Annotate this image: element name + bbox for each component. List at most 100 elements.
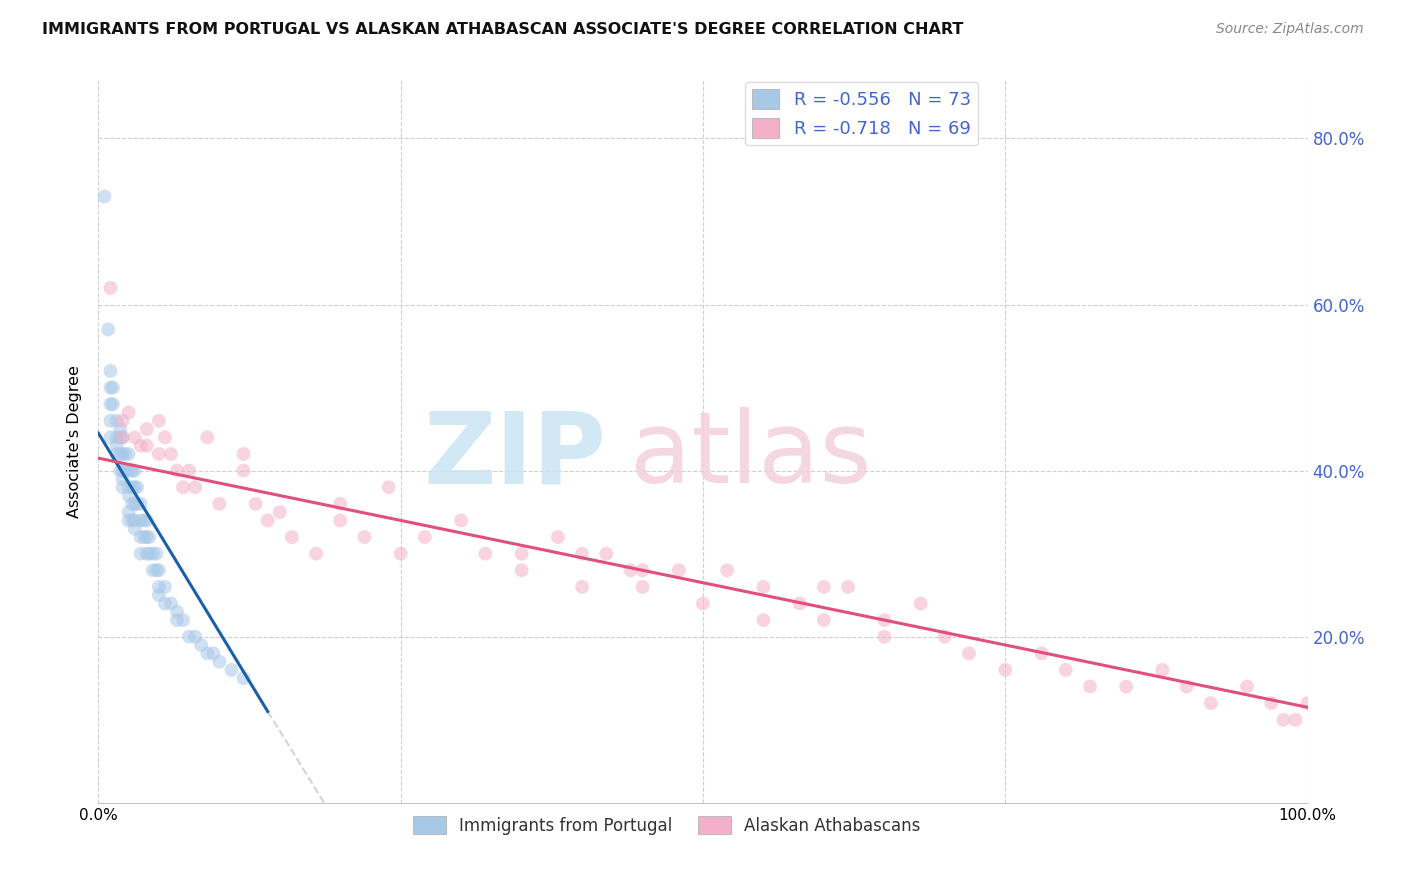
Point bbox=[160, 447, 183, 461]
Point bbox=[305, 547, 328, 561]
Point bbox=[195, 430, 218, 444]
Point bbox=[105, 447, 128, 461]
Point bbox=[752, 613, 775, 627]
Point bbox=[353, 530, 375, 544]
Point bbox=[129, 547, 152, 561]
Point bbox=[547, 530, 569, 544]
Point bbox=[716, 563, 738, 577]
Point bbox=[118, 464, 141, 478]
Point bbox=[413, 530, 436, 544]
Point bbox=[142, 547, 165, 561]
Point bbox=[1031, 646, 1053, 660]
Text: IMMIGRANTS FROM PORTUGAL VS ALASKAN ATHABASCAN ASSOCIATE'S DEGREE CORRELATION CH: IMMIGRANTS FROM PORTUGAL VS ALASKAN ATHA… bbox=[42, 22, 963, 37]
Y-axis label: Associate's Degree: Associate's Degree bbox=[67, 365, 83, 518]
Point bbox=[134, 513, 156, 527]
Point bbox=[138, 530, 160, 544]
Point bbox=[108, 447, 131, 461]
Point bbox=[129, 513, 152, 527]
Point bbox=[145, 547, 167, 561]
Point bbox=[934, 630, 956, 644]
Point bbox=[121, 464, 143, 478]
Point bbox=[148, 580, 170, 594]
Point bbox=[256, 513, 278, 527]
Point bbox=[118, 505, 141, 519]
Point bbox=[118, 405, 141, 419]
Point bbox=[111, 472, 134, 486]
Point bbox=[195, 646, 218, 660]
Point bbox=[111, 430, 134, 444]
Point bbox=[510, 563, 533, 577]
Point bbox=[100, 414, 122, 428]
Text: atlas: atlas bbox=[630, 408, 872, 505]
Point bbox=[1175, 680, 1198, 694]
Point bbox=[873, 630, 896, 644]
Point bbox=[752, 580, 775, 594]
Point bbox=[100, 397, 122, 411]
Point bbox=[873, 613, 896, 627]
Point bbox=[134, 530, 156, 544]
Point bbox=[121, 513, 143, 527]
Point bbox=[179, 630, 201, 644]
Point bbox=[138, 547, 160, 561]
Point bbox=[118, 447, 141, 461]
Point bbox=[994, 663, 1017, 677]
Point bbox=[101, 397, 124, 411]
Point bbox=[114, 447, 136, 461]
Point bbox=[101, 380, 124, 394]
Point bbox=[124, 480, 146, 494]
Point bbox=[135, 422, 157, 436]
Point bbox=[179, 464, 201, 478]
Point bbox=[108, 464, 131, 478]
Point bbox=[631, 563, 654, 577]
Point bbox=[111, 480, 134, 494]
Point bbox=[184, 480, 207, 494]
Point bbox=[1284, 713, 1306, 727]
Point bbox=[97, 322, 120, 336]
Point bbox=[208, 497, 231, 511]
Point bbox=[789, 597, 811, 611]
Point bbox=[148, 588, 170, 602]
Point bbox=[148, 414, 170, 428]
Point bbox=[142, 563, 165, 577]
Point bbox=[100, 430, 122, 444]
Point bbox=[571, 547, 593, 561]
Point bbox=[124, 464, 146, 478]
Point bbox=[813, 580, 835, 594]
Point bbox=[153, 597, 176, 611]
Point bbox=[145, 563, 167, 577]
Point bbox=[474, 547, 496, 561]
Point bbox=[111, 414, 134, 428]
Point bbox=[1260, 696, 1282, 710]
Point bbox=[160, 597, 183, 611]
Point bbox=[172, 613, 194, 627]
Point bbox=[153, 430, 176, 444]
Point bbox=[148, 563, 170, 577]
Point bbox=[631, 580, 654, 594]
Point bbox=[121, 497, 143, 511]
Point bbox=[329, 497, 352, 511]
Point bbox=[619, 563, 641, 577]
Point bbox=[813, 613, 835, 627]
Point bbox=[837, 580, 859, 594]
Text: Source: ZipAtlas.com: Source: ZipAtlas.com bbox=[1216, 22, 1364, 37]
Point bbox=[124, 430, 146, 444]
Point bbox=[118, 489, 141, 503]
Point bbox=[153, 580, 176, 594]
Point bbox=[221, 663, 243, 677]
Point bbox=[571, 580, 593, 594]
Point bbox=[124, 522, 146, 536]
Point bbox=[957, 646, 980, 660]
Point bbox=[329, 513, 352, 527]
Point bbox=[121, 480, 143, 494]
Point bbox=[100, 364, 122, 378]
Point bbox=[108, 430, 131, 444]
Point bbox=[1054, 663, 1077, 677]
Point bbox=[135, 513, 157, 527]
Point bbox=[595, 547, 617, 561]
Point bbox=[281, 530, 304, 544]
Point bbox=[232, 671, 254, 685]
Point bbox=[124, 513, 146, 527]
Point bbox=[208, 655, 231, 669]
Point bbox=[269, 505, 291, 519]
Point bbox=[1236, 680, 1258, 694]
